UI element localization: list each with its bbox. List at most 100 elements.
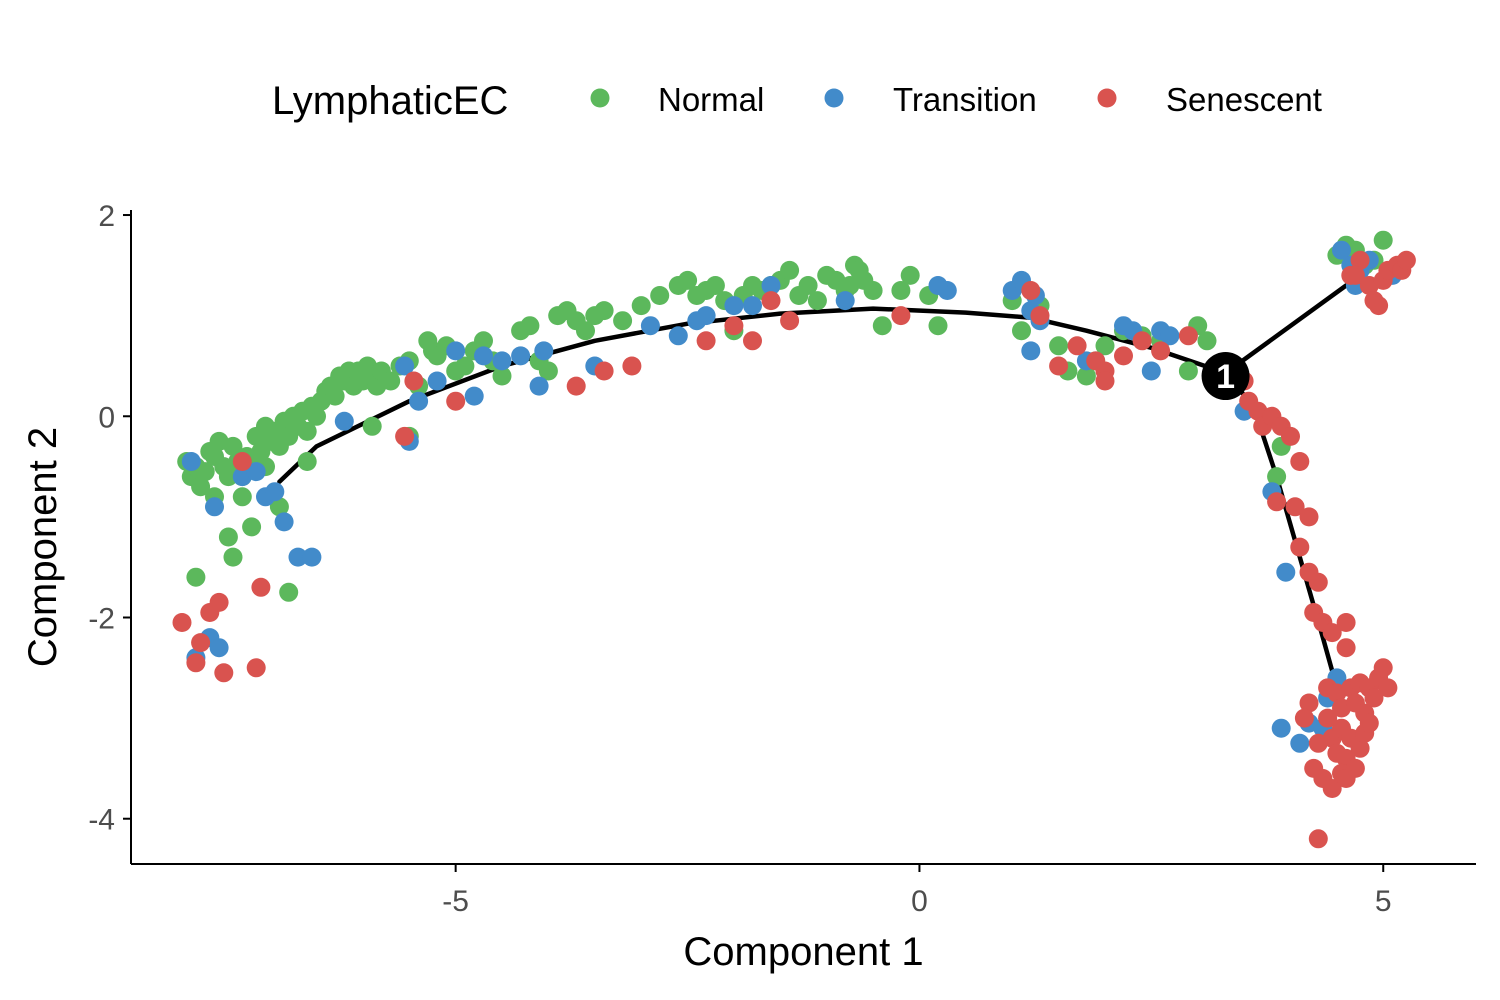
data-point xyxy=(223,436,243,456)
x-tick-label: -5 xyxy=(442,885,469,918)
data-point xyxy=(1095,336,1115,356)
data-point xyxy=(1290,537,1310,557)
data-point xyxy=(780,260,800,280)
data-point xyxy=(529,376,549,396)
data-point xyxy=(1178,326,1198,346)
data-point xyxy=(1290,452,1310,471)
data-point xyxy=(798,276,818,295)
data-point xyxy=(1308,733,1328,753)
data-point xyxy=(1151,341,1171,361)
data-point xyxy=(274,512,294,532)
data-point xyxy=(232,452,252,471)
branch-point-marker xyxy=(1201,352,1250,401)
data-point xyxy=(297,421,317,441)
data-point xyxy=(409,391,429,411)
data-point xyxy=(1271,718,1291,738)
data-point xyxy=(265,482,285,502)
data-point xyxy=(464,386,484,406)
data-point xyxy=(302,547,322,567)
data-point xyxy=(218,527,238,547)
data-point xyxy=(1281,426,1300,446)
data-point xyxy=(613,311,633,331)
data-point xyxy=(381,371,401,391)
data-point xyxy=(1350,250,1370,270)
data-point xyxy=(1308,829,1328,849)
data-point xyxy=(269,497,289,517)
data-point xyxy=(761,276,781,295)
data-point xyxy=(325,386,345,406)
data-point xyxy=(566,376,586,396)
data-point xyxy=(195,462,215,482)
branch-point: 1 xyxy=(1201,352,1250,401)
data-point xyxy=(1030,306,1050,326)
data-point xyxy=(1396,250,1416,270)
data-point xyxy=(1378,678,1398,698)
data-point xyxy=(1160,326,1180,346)
legend-entries: Normal Transition Senescent xyxy=(590,81,1322,118)
data-point xyxy=(891,281,911,300)
data-point xyxy=(900,265,920,285)
legend-marker-transition xyxy=(824,88,844,108)
data-point xyxy=(232,487,252,507)
y-tick-label: -4 xyxy=(88,804,115,837)
data-point xyxy=(511,346,531,366)
data-point xyxy=(668,326,688,346)
data-point xyxy=(520,316,540,336)
trajectory-path-1 xyxy=(1223,283,1349,376)
data-point xyxy=(246,658,266,678)
data-point xyxy=(492,351,512,371)
data-point xyxy=(492,366,512,386)
data-point xyxy=(395,426,415,446)
data-point xyxy=(696,306,716,326)
data-point xyxy=(761,291,781,311)
data-point xyxy=(1359,713,1379,733)
data-point xyxy=(474,346,493,366)
data-point xyxy=(474,331,493,351)
series-senescent xyxy=(172,250,1416,849)
data-point xyxy=(696,331,716,351)
data-point xyxy=(404,371,424,391)
data-point xyxy=(362,416,382,436)
data-point xyxy=(1299,693,1319,713)
data-point xyxy=(279,582,299,602)
data-point xyxy=(1294,708,1314,728)
data-point xyxy=(181,452,201,471)
data-point xyxy=(872,316,892,336)
legend: LymphaticEC Normal Transition Senescent xyxy=(272,79,1322,123)
y-tick-label: -2 xyxy=(88,602,115,635)
data-point xyxy=(1141,361,1161,381)
data-point xyxy=(928,316,948,336)
branch-point-label: 1 xyxy=(1216,358,1235,396)
data-point xyxy=(807,291,827,311)
data-point xyxy=(223,547,243,567)
data-point xyxy=(1049,356,1069,376)
data-point xyxy=(1336,638,1356,658)
data-point xyxy=(1318,708,1338,728)
data-point xyxy=(186,653,206,673)
data-point xyxy=(1114,346,1133,366)
data-point xyxy=(427,371,447,391)
data-point xyxy=(1067,336,1087,356)
data-point xyxy=(455,356,475,376)
data-point xyxy=(1336,769,1356,788)
data-point xyxy=(242,517,262,537)
data-point xyxy=(863,281,883,300)
data-point xyxy=(172,613,192,632)
data-point xyxy=(1299,507,1319,527)
legend-marker-normal xyxy=(590,88,610,108)
data-point xyxy=(928,276,948,295)
data-point xyxy=(1267,467,1287,487)
data-point xyxy=(1267,492,1287,512)
data-point xyxy=(1285,497,1305,517)
data-point xyxy=(218,467,238,487)
data-point xyxy=(576,321,595,341)
data-point xyxy=(209,592,229,612)
legend-marker-senescent xyxy=(1097,88,1117,108)
data-point xyxy=(1049,336,1069,356)
y-ticks: 2 0 -2 -4 xyxy=(88,200,131,837)
data-point xyxy=(1132,331,1152,351)
data-point xyxy=(622,356,642,376)
data-point xyxy=(1369,296,1389,316)
data-point xyxy=(1373,230,1393,250)
